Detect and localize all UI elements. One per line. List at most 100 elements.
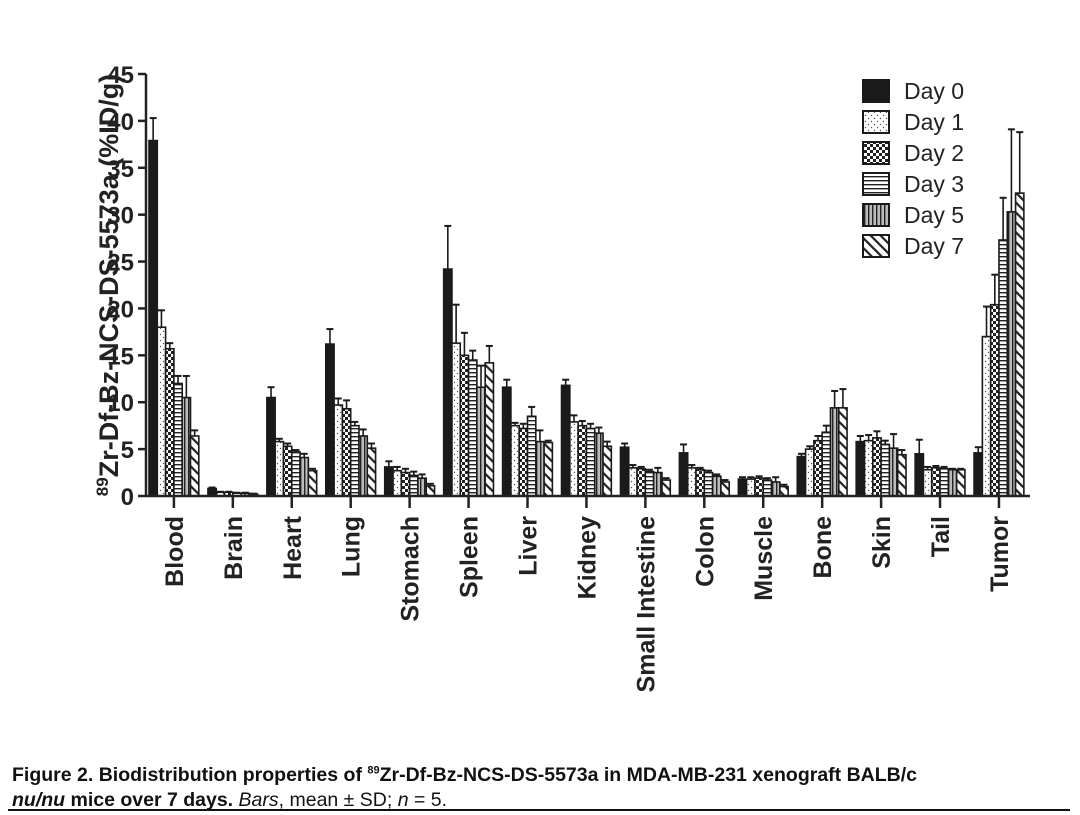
bar (585, 427, 596, 497)
y-tick-label: 45 (107, 62, 134, 89)
bar (981, 335, 992, 497)
bar (720, 481, 731, 497)
bar (896, 453, 907, 497)
bar (501, 386, 512, 497)
legend: Day 0 Day 1 Day 2 Day 3 Day 5 Day 7 (862, 78, 964, 259)
bar (627, 467, 638, 497)
bar (754, 477, 765, 497)
bar (189, 435, 200, 497)
bar (947, 468, 958, 497)
y-axis-label-text: Zr-Df-Bz-NCS-DS-5573a (%ID/g) (94, 74, 124, 478)
bar (644, 470, 655, 497)
bar (400, 471, 411, 497)
y-tick-label: 0 (121, 484, 134, 511)
bar (989, 303, 1000, 497)
bar (703, 471, 714, 497)
bar (366, 447, 377, 497)
bar (518, 427, 529, 497)
bar (307, 469, 318, 497)
legend-label: Day 5 (904, 202, 964, 228)
bar (417, 477, 428, 497)
bar (930, 467, 941, 497)
bar (383, 466, 394, 497)
bar (813, 439, 823, 497)
bar (695, 468, 706, 497)
legend-swatch (862, 234, 890, 258)
bar (871, 437, 882, 497)
bar (593, 432, 604, 497)
bar (686, 467, 697, 497)
bar (476, 386, 486, 497)
bar (998, 239, 1009, 497)
bar (324, 343, 335, 497)
legend-swatch (862, 203, 890, 227)
bar (148, 139, 159, 497)
y-tick-label: 10 (107, 390, 134, 417)
bar (333, 404, 344, 497)
y-axis-label: 89Zr-Df-Bz-NCS-DS-5573a (%ID/g) (93, 74, 124, 496)
caption-label: Figure 2. (12, 763, 94, 786)
bar (939, 468, 950, 497)
bar (451, 342, 462, 497)
bar (173, 382, 183, 497)
caption-title-post: Zr-Df-Bz-NCS-DS-5573a in MDA-MB-231 xeno… (379, 763, 917, 786)
y-tick-label: 35 (107, 156, 134, 183)
legend-label: Day 1 (904, 109, 964, 135)
caption-title-sup: 89 (367, 764, 380, 776)
bar (821, 431, 832, 497)
bar (290, 451, 301, 497)
x-tick-label: Blood (161, 516, 189, 587)
bar (408, 474, 419, 497)
bar (602, 445, 613, 497)
bar (425, 484, 436, 497)
bar (711, 475, 722, 497)
y-axis-label-superscript: 89 (93, 477, 112, 496)
bar (577, 424, 588, 497)
y-tick-label: 25 (107, 250, 134, 277)
bar (863, 439, 874, 497)
legend-label: Day 2 (904, 140, 964, 166)
bar (299, 456, 310, 497)
bar (619, 446, 630, 497)
x-tick-label: Brain (220, 516, 248, 580)
bar (282, 445, 293, 497)
bar (392, 469, 403, 497)
bar (888, 447, 899, 497)
x-tick-label: Stomach (397, 516, 425, 622)
bar (661, 479, 672, 497)
legend-label: Day 7 (904, 233, 964, 259)
caption-nu: nu/nu (12, 788, 66, 811)
bar (156, 326, 167, 497)
bar (855, 440, 866, 497)
bar (914, 452, 925, 497)
legend-swatch (862, 110, 890, 134)
bar (510, 424, 520, 497)
caption-rest1: , mean ± SD; (278, 788, 398, 811)
bar (459, 354, 470, 497)
x-axis: Blood Brain Heart Lung Stomach Spleen Liver Kid… (146, 494, 1030, 693)
bar (358, 435, 369, 497)
bar (636, 468, 647, 497)
legend-swatch (862, 141, 890, 165)
bar (770, 481, 781, 497)
bar (880, 443, 891, 497)
bar (442, 268, 453, 497)
caption-bars: Bars (238, 788, 279, 811)
x-tick-label: Tumor (986, 516, 1014, 592)
bar (762, 479, 773, 497)
y-tick-label: 15 (107, 343, 134, 370)
bar (678, 452, 689, 497)
bar (569, 421, 579, 497)
bar (955, 468, 966, 497)
bars-group (148, 117, 1025, 497)
y-tick-label: 30 (107, 203, 134, 230)
bar (779, 485, 789, 497)
bar (274, 440, 285, 497)
bar (922, 468, 933, 497)
x-tick-label: Skin (868, 516, 896, 569)
x-tick-label: Lung (338, 516, 366, 577)
x-tick-label: Kidney (573, 516, 601, 599)
x-tick-label: Small Intestine (632, 516, 660, 693)
bar (266, 396, 276, 497)
y-tick-label: 20 (107, 296, 134, 323)
